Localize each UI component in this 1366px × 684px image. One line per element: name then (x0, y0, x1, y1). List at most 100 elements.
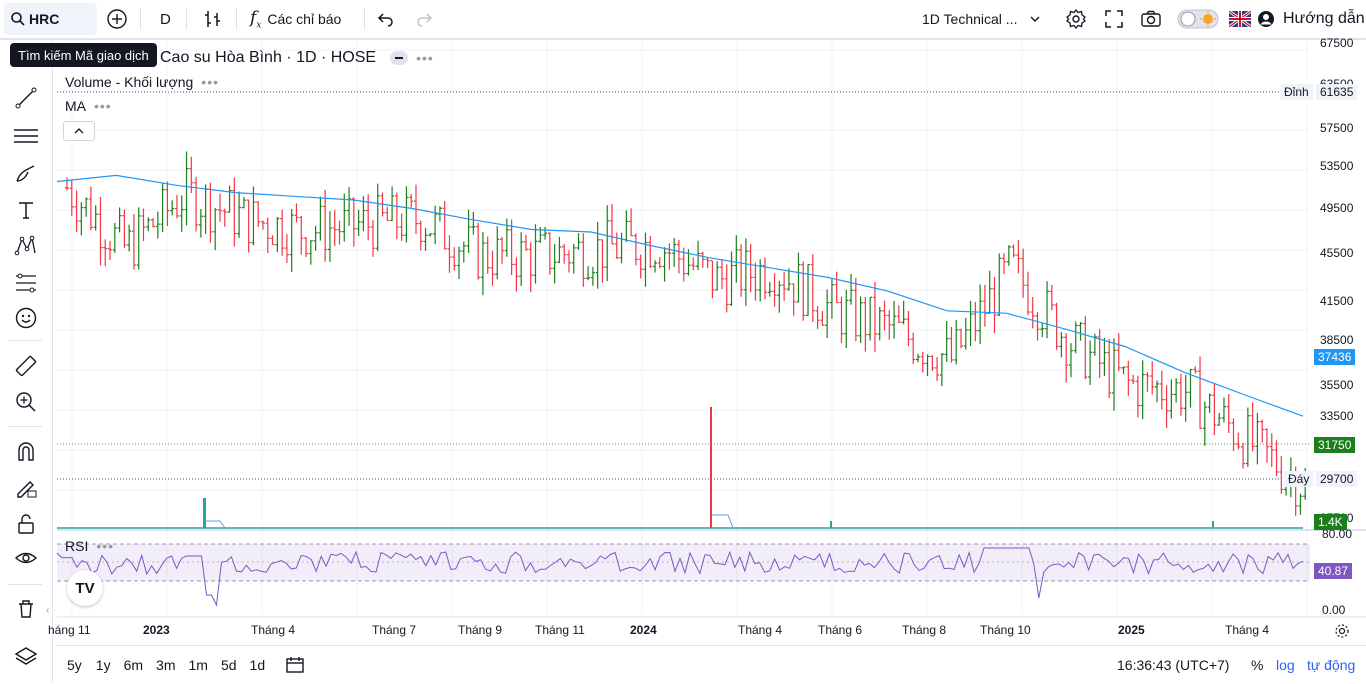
volume-bar (710, 407, 712, 528)
volume-more-icon[interactable]: ••• (201, 74, 220, 90)
undo-button[interactable] (377, 0, 395, 38)
time-axis-label: Tháng 7 (372, 623, 416, 637)
screenshot-button[interactable] (1140, 0, 1162, 38)
settings-gear-small[interactable] (1334, 623, 1350, 644)
legend-more-icon[interactable]: ••• (416, 50, 434, 66)
undo-icon (377, 13, 393, 27)
range-button-1y[interactable]: 1y (95, 657, 111, 673)
range-buttons: 5y 1y 6m 3m 1m 5d 1d (67, 646, 278, 684)
ma-more-icon[interactable]: ••• (94, 98, 112, 114)
brush-tool[interactable] (12, 160, 40, 188)
pencil-lock-icon (17, 481, 37, 498)
search-icon (11, 12, 25, 26)
redo-icon (417, 13, 433, 27)
fullscreen-icon (1105, 10, 1123, 28)
compare-button[interactable] (106, 0, 128, 38)
range-button-1d[interactable]: 1d (249, 657, 266, 673)
magnet-tool[interactable] (12, 438, 40, 466)
delete-drawings-tool[interactable] (12, 595, 40, 623)
legend-toggle-icon[interactable] (390, 51, 409, 65)
text-tool[interactable] (12, 196, 40, 224)
theme-toggle-icon (1177, 9, 1219, 29)
layers-icon (14, 647, 38, 665)
layout-name: 1D Technical ... (922, 11, 1018, 27)
time-axis-label: 2023 (143, 623, 170, 637)
bottom-toolbar: 5y 1y 6m 3m 1m 5d 1d 16:36:43 (UTC+7) % log tự… (55, 645, 1366, 684)
symbol-label: HRC (29, 11, 60, 27)
divider (140, 8, 141, 30)
fib-tool[interactable] (12, 269, 40, 297)
rsi-more-icon[interactable]: ••• (96, 538, 115, 554)
parallel-lines-icon (14, 129, 38, 143)
price-tick-label: 38500 (1320, 333, 1354, 347)
interval-button[interactable]: D (160, 0, 171, 38)
tradingview-logo[interactable]: TV (67, 570, 103, 606)
divider (8, 584, 42, 585)
price-tick-label: 45500 (1320, 246, 1354, 260)
divider (8, 426, 42, 427)
symbol-search-button[interactable]: HRC (4, 3, 97, 35)
ruler-icon (15, 355, 37, 377)
pattern-tool[interactable] (12, 232, 40, 260)
time-axis-label: Tháng 4 (251, 623, 295, 637)
unlock-icon (18, 514, 34, 534)
object-tree-tool[interactable] (12, 643, 40, 671)
range-button-1m[interactable]: 1m (188, 657, 208, 673)
layout-menu-button[interactable]: 1D Technical ... (922, 0, 1041, 38)
ma-label: MA (65, 98, 86, 114)
calendar-icon (286, 657, 304, 673)
rsi-label: RSI (65, 538, 89, 554)
rsi-axis-bottom: 0.00 (1322, 603, 1346, 617)
zoom-in-tool[interactable] (12, 388, 40, 416)
price-chart[interactable]: 6750063500575005350049500455004150038500… (0, 0, 1366, 645)
redo-button[interactable] (415, 0, 433, 38)
range-button-5d[interactable]: 5d (220, 657, 237, 673)
trend-line-tool[interactable] (12, 84, 40, 112)
percent-button[interactable]: % (1251, 657, 1264, 673)
log-button[interactable]: log (1276, 657, 1295, 673)
lock-all-tool[interactable] (12, 510, 40, 538)
range-button-6m[interactable]: 6m (123, 657, 144, 673)
chart-style-button[interactable] (202, 0, 224, 38)
hide-drawings-tool[interactable] (12, 544, 40, 572)
time-axis-label: Tháng 10 (980, 623, 1031, 637)
price-tick-label: 53500 (1320, 159, 1354, 173)
price-tick-label: 67500 (1320, 36, 1354, 50)
emoji-tool[interactable] (12, 304, 40, 332)
time-axis-label: háng 11 (48, 623, 91, 637)
clock-label[interactable]: 16:36:43 (UTC+7) (1117, 657, 1230, 673)
range-button-5y[interactable]: 5y (67, 657, 82, 673)
help-label: Hướng dẫn (1283, 10, 1365, 27)
time-axis-label: Tháng 9 (458, 623, 502, 637)
range-button-3m[interactable]: 3m (156, 657, 176, 673)
left-panel-handle[interactable]: ‹ (46, 605, 50, 616)
theme-toggle[interactable] (1177, 0, 1219, 38)
fullscreen-button[interactable] (1104, 0, 1124, 38)
volume-ma-line (205, 514, 734, 529)
tv-logo-mark: TV (75, 579, 95, 597)
divider (364, 8, 365, 30)
gear-icon (1066, 8, 1086, 30)
auto-scale-button[interactable]: tự động (1307, 657, 1356, 673)
plus-circle-icon (107, 9, 127, 29)
lock-drawing-tool[interactable] (12, 474, 40, 502)
low-tag-value: 29700 (1316, 471, 1358, 487)
zoom-in-icon (16, 392, 36, 412)
ma-legend: MA ••• (65, 98, 112, 114)
user-icon (1258, 11, 1274, 27)
indicators-button[interactable]: fx Các chỉ báo (250, 0, 341, 38)
go-to-date-button[interactable] (285, 646, 305, 684)
time-axis-label: 2025 (1118, 623, 1145, 637)
measure-tool[interactable] (12, 352, 40, 380)
divider (186, 8, 187, 30)
collapse-legend-button[interactable] (63, 121, 95, 141)
rsi-line (56, 547, 1304, 607)
help-button[interactable]: Hướng dẫn (1257, 0, 1365, 38)
function-icon: fx (250, 7, 262, 31)
rsi-tag: 40.87 (1314, 563, 1353, 579)
rsi-legend: RSI ••• (65, 538, 114, 554)
horizontal-lines-tool[interactable] (12, 122, 40, 150)
language-button[interactable] (1229, 0, 1251, 38)
settings-button[interactable] (1065, 0, 1087, 38)
axis-settings-icon (1335, 624, 1349, 638)
